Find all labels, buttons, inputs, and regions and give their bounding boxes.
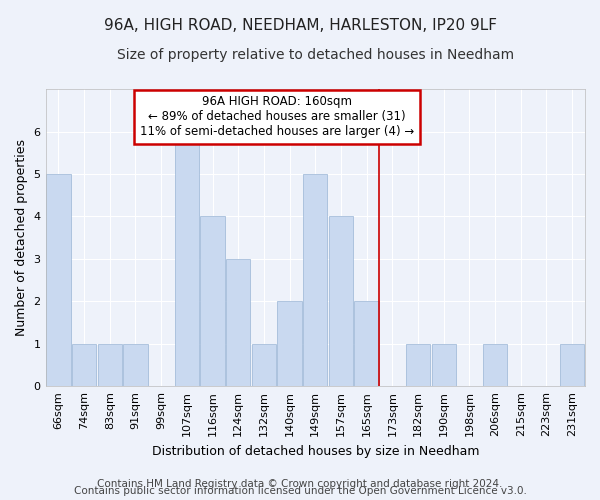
Bar: [431, 344, 456, 387]
Bar: [277, 302, 302, 386]
Bar: [560, 344, 584, 387]
Bar: [98, 344, 122, 387]
Bar: [72, 344, 96, 387]
Text: 96A HIGH ROAD: 160sqm
← 89% of detached houses are smaller (31)
11% of semi-deta: 96A HIGH ROAD: 160sqm ← 89% of detached …: [140, 96, 414, 138]
Y-axis label: Number of detached properties: Number of detached properties: [15, 139, 28, 336]
Bar: [200, 216, 225, 386]
Bar: [483, 344, 507, 387]
Bar: [175, 132, 199, 386]
Bar: [226, 259, 250, 386]
Bar: [251, 344, 276, 387]
Bar: [329, 216, 353, 386]
Title: Size of property relative to detached houses in Needham: Size of property relative to detached ho…: [117, 48, 514, 62]
X-axis label: Distribution of detached houses by size in Needham: Distribution of detached houses by size …: [152, 444, 479, 458]
Bar: [303, 174, 328, 386]
Text: Contains HM Land Registry data © Crown copyright and database right 2024.: Contains HM Land Registry data © Crown c…: [97, 479, 503, 489]
Bar: [123, 344, 148, 387]
Bar: [355, 302, 379, 386]
Bar: [406, 344, 430, 387]
Bar: [46, 174, 71, 386]
Text: 96A, HIGH ROAD, NEEDHAM, HARLESTON, IP20 9LF: 96A, HIGH ROAD, NEEDHAM, HARLESTON, IP20…: [104, 18, 497, 32]
Text: Contains public sector information licensed under the Open Government Licence v3: Contains public sector information licen…: [74, 486, 526, 496]
